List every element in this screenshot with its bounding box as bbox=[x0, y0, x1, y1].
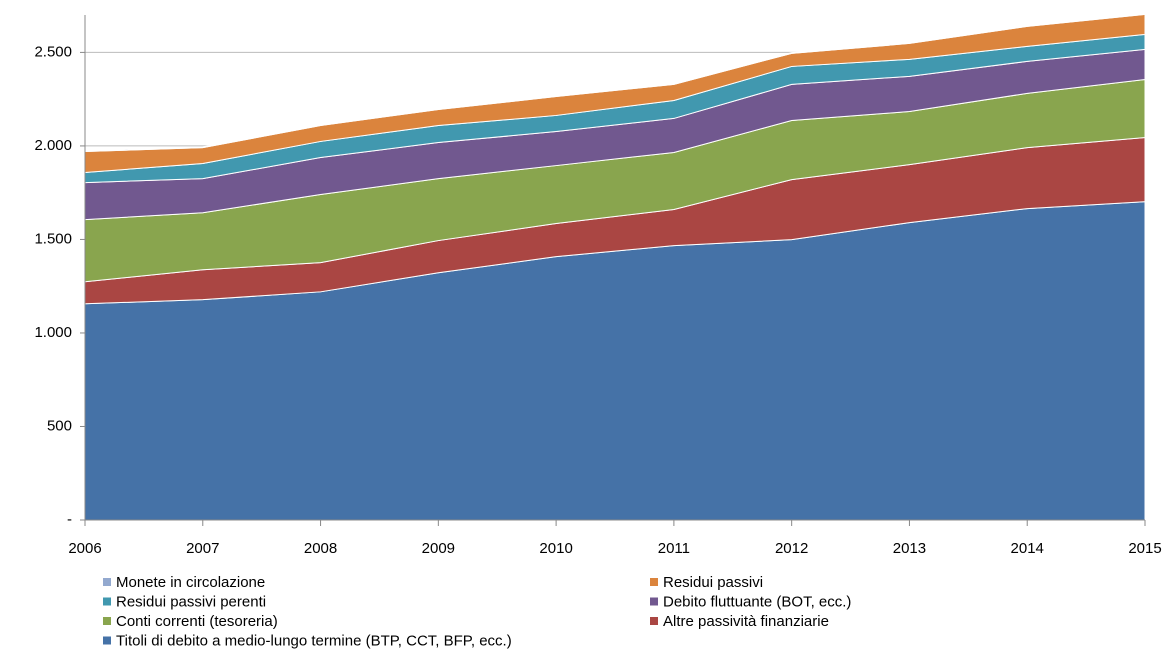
legend-label: Monete in circolazione bbox=[116, 574, 265, 591]
legend-label: Residui passivi bbox=[663, 574, 763, 591]
legend-label: Conti correnti (tesoreria) bbox=[116, 613, 278, 630]
legend-swatch bbox=[650, 617, 658, 625]
x-tick-label: 2007 bbox=[186, 540, 219, 557]
legend-label: Residui passivi perenti bbox=[116, 593, 266, 610]
x-tick-label: 2015 bbox=[1128, 540, 1161, 557]
legend-swatch bbox=[650, 597, 658, 606]
legend-swatch bbox=[103, 636, 111, 645]
x-tick-label: 2010 bbox=[539, 540, 572, 557]
legend-swatch bbox=[103, 617, 111, 625]
x-tick-label: 2013 bbox=[893, 540, 926, 557]
x-tick-label: 2006 bbox=[68, 540, 101, 557]
legend-label: Titoli di debito a medio-lungo termine (… bbox=[116, 632, 512, 649]
x-tick-label: 2012 bbox=[775, 540, 808, 557]
y-tick-label: 1.500 bbox=[34, 230, 72, 247]
legend-label: Debito fluttuante (BOT, ecc.) bbox=[663, 593, 851, 610]
legend-swatch bbox=[650, 578, 658, 586]
y-tick-label: - bbox=[67, 511, 72, 528]
area bbox=[84, 13, 1146, 153]
legend-swatch bbox=[103, 597, 111, 606]
legend-label: Altre passività finanziarie bbox=[663, 613, 829, 630]
legend-swatch bbox=[103, 578, 111, 586]
y-tick-label: 2.000 bbox=[34, 137, 72, 154]
y-tick-label: 1.000 bbox=[34, 324, 72, 341]
x-tick-label: 2008 bbox=[304, 540, 337, 557]
y-tick-label: 2.500 bbox=[34, 43, 72, 60]
x-tick-label: 2014 bbox=[1011, 540, 1044, 557]
x-tick-label: 2009 bbox=[422, 540, 455, 557]
x-tick-label: 2011 bbox=[658, 540, 690, 557]
y-tick-label: 500 bbox=[47, 417, 72, 434]
